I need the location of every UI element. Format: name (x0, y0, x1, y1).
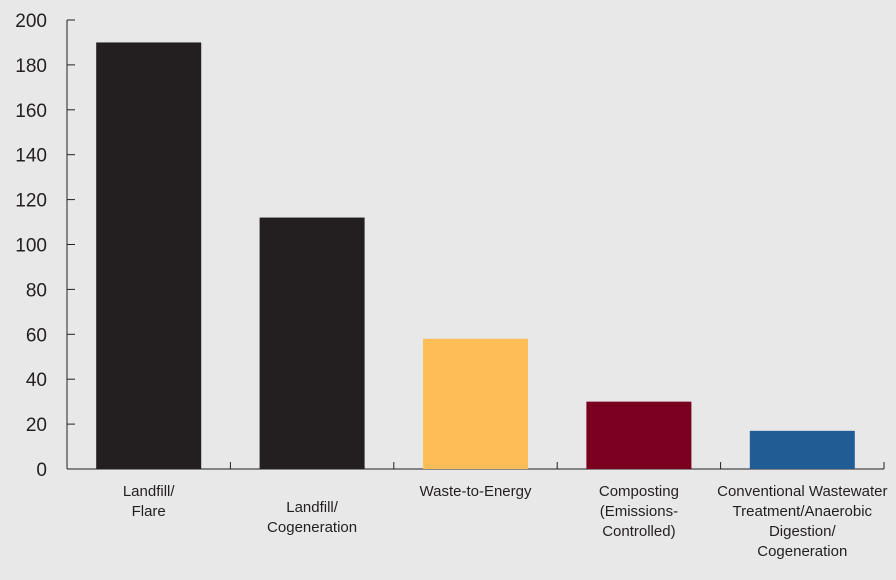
bar (586, 401, 692, 469)
bar (423, 338, 528, 469)
y-tick-label: 200 (15, 11, 47, 32)
x-tick-label: Landfill/Cogeneration (267, 499, 357, 536)
x-tick-label: Landfill/Flare (123, 483, 176, 520)
y-tick-label: 140 (15, 146, 47, 167)
x-tick-labels: Landfill/Flare Landfill/Cogeneration Waste… (123, 483, 888, 560)
y-tick-label: 60 (26, 325, 47, 346)
y-tick-label: 80 (26, 280, 47, 301)
y-axis: 0 20 40 60 80 100 120 140 160 180 200 (15, 11, 75, 481)
bar (259, 217, 365, 469)
y-tick-label: 180 (15, 56, 47, 77)
y-tick-label: 160 (15, 101, 47, 122)
y-tick-label: 0 (36, 460, 47, 481)
y-tick-label: 120 (15, 191, 47, 212)
y-tick-label: 40 (26, 370, 47, 391)
bar (749, 430, 855, 469)
x-tick-label: Waste-to-Energy (420, 483, 532, 500)
y-tick-label: 100 (15, 236, 47, 257)
bars (96, 42, 855, 469)
bar (96, 42, 202, 469)
x-tick-label: Conventional Wastewater Treatment/Anaerob… (717, 483, 887, 560)
x-tick-label: Composting (Emissions-Controlled) (599, 483, 679, 540)
y-tick-label: 20 (26, 415, 47, 436)
